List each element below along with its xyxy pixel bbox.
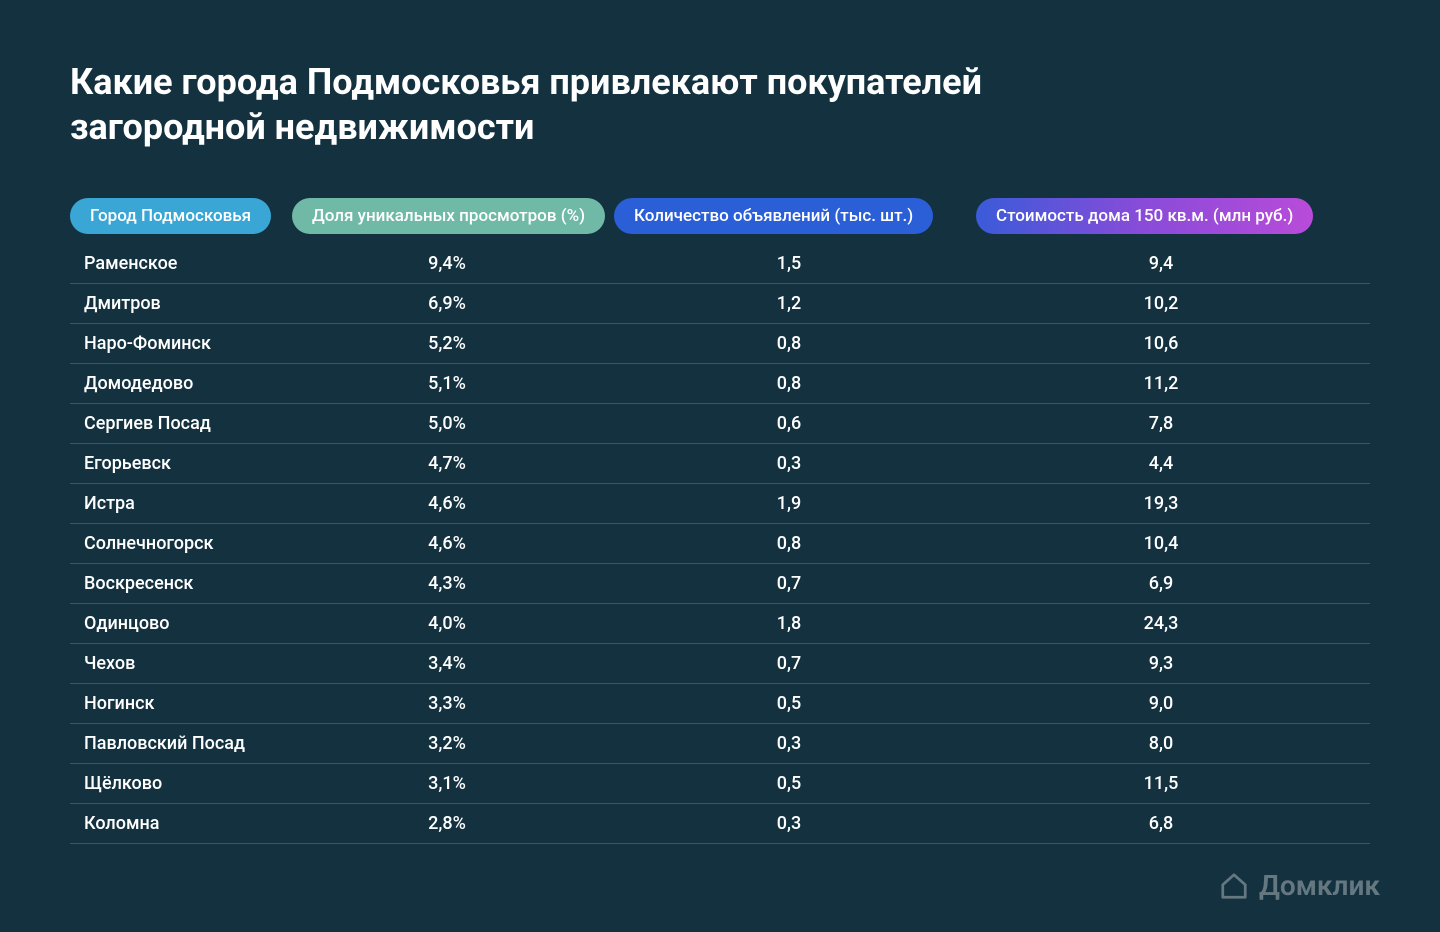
cell-price: 10,6 bbox=[976, 333, 1346, 354]
table-row: Коломна 2,8% 0,3 6,8 bbox=[70, 804, 1370, 844]
cell-views_share: 6,9% bbox=[292, 293, 602, 314]
cell-price: 10,4 bbox=[976, 533, 1346, 554]
table-row: Щёлково 3,1% 0,5 11,5 bbox=[70, 764, 1370, 804]
cell-listings: 0,5 bbox=[614, 773, 964, 794]
brand-name: Домклик bbox=[1259, 869, 1380, 902]
cell-city: Чехов bbox=[70, 653, 280, 674]
cell-listings: 0,8 bbox=[614, 333, 964, 354]
table-row: Домодедово 5,1% 0,8 11,2 bbox=[70, 364, 1370, 404]
table-row: Чехов 3,4% 0,7 9,3 bbox=[70, 644, 1370, 684]
table-row: Егорьевск 4,7% 0,3 4,4 bbox=[70, 444, 1370, 484]
cell-price: 11,2 bbox=[976, 373, 1346, 394]
cell-price: 4,4 bbox=[976, 453, 1346, 474]
cell-listings: 1,2 bbox=[614, 293, 964, 314]
cell-listings: 0,3 bbox=[614, 733, 964, 754]
cell-city: Солнечногорск bbox=[70, 533, 280, 554]
cell-price: 11,5 bbox=[976, 773, 1346, 794]
cell-views_share: 4,7% bbox=[292, 453, 602, 474]
cell-listings: 0,7 bbox=[614, 573, 964, 594]
table-row: Сергиев Посад 5,0% 0,6 7,8 bbox=[70, 404, 1370, 444]
table-row: Солнечногорск 4,6% 0,8 10,4 bbox=[70, 524, 1370, 564]
cell-price: 9,3 bbox=[976, 653, 1346, 674]
cell-price: 6,9 bbox=[976, 573, 1346, 594]
cell-city: Воскресенск bbox=[70, 573, 280, 594]
data-table: Город Подмосковья Доля уникальных просмот… bbox=[70, 198, 1370, 844]
cell-listings: 1,5 bbox=[614, 253, 964, 274]
table-row: Истра 4,6% 1,9 19,3 bbox=[70, 484, 1370, 524]
column-header-price: Стоимость дома 150 кв.м. (млн руб.) bbox=[976, 198, 1313, 234]
table-row: Павловский Посад 3,2% 0,3 8,0 bbox=[70, 724, 1370, 764]
cell-listings: 1,8 bbox=[614, 613, 964, 634]
cell-listings: 0,3 bbox=[614, 813, 964, 834]
table-row: Раменское 9,4% 1,5 9,4 bbox=[70, 244, 1370, 284]
cell-views_share: 2,8% bbox=[292, 813, 602, 834]
cell-views_share: 9,4% bbox=[292, 253, 602, 274]
cell-city: Ногинск bbox=[70, 693, 280, 714]
cell-views_share: 3,3% bbox=[292, 693, 602, 714]
table-row: Наро-Фоминск 5,2% 0,8 10,6 bbox=[70, 324, 1370, 364]
page-title: Какие города Подмосковья привлекают поку… bbox=[70, 60, 1170, 150]
cell-city: Одинцово bbox=[70, 613, 280, 634]
cell-views_share: 3,1% bbox=[292, 773, 602, 794]
cell-city: Егорьевск bbox=[70, 453, 280, 474]
cell-price: 19,3 bbox=[976, 493, 1346, 514]
cell-price: 10,2 bbox=[976, 293, 1346, 314]
cell-city: Домодедово bbox=[70, 373, 280, 394]
cell-price: 9,4 bbox=[976, 253, 1346, 274]
cell-city: Раменское bbox=[70, 253, 280, 274]
cell-views_share: 4,3% bbox=[292, 573, 602, 594]
table-row: Воскресенск 4,3% 0,7 6,9 bbox=[70, 564, 1370, 604]
cell-listings: 0,5 bbox=[614, 693, 964, 714]
cell-listings: 0,7 bbox=[614, 653, 964, 674]
cell-listings: 0,6 bbox=[614, 413, 964, 434]
cell-price: 24,3 bbox=[976, 613, 1346, 634]
cell-price: 9,0 bbox=[976, 693, 1346, 714]
cell-views_share: 4,0% bbox=[292, 613, 602, 634]
cell-views_share: 4,6% bbox=[292, 533, 602, 554]
column-header-listings: Количество объявлений (тыс. шт.) bbox=[614, 198, 933, 234]
table-header-row: Город Подмосковья Доля уникальных просмот… bbox=[70, 198, 1370, 234]
cell-city: Истра bbox=[70, 493, 280, 514]
cell-views_share: 3,2% bbox=[292, 733, 602, 754]
cell-city: Дмитров bbox=[70, 293, 280, 314]
cell-views_share: 3,4% bbox=[292, 653, 602, 674]
table-row: Дмитров 6,9% 1,2 10,2 bbox=[70, 284, 1370, 324]
cell-listings: 1,9 bbox=[614, 493, 964, 514]
cell-city: Наро-Фоминск bbox=[70, 333, 280, 354]
table-row: Одинцово 4,0% 1,8 24,3 bbox=[70, 604, 1370, 644]
cell-views_share: 5,2% bbox=[292, 333, 602, 354]
cell-city: Сергиев Посад bbox=[70, 413, 280, 434]
column-header-city: Город Подмосковья bbox=[70, 198, 271, 234]
cell-city: Павловский Посад bbox=[70, 733, 280, 754]
table-row: Ногинск 3,3% 0,5 9,0 bbox=[70, 684, 1370, 724]
column-header-views_share: Доля уникальных просмотров (%) bbox=[292, 198, 605, 234]
brand-logo: Домклик bbox=[1219, 869, 1380, 902]
cell-price: 7,8 bbox=[976, 413, 1346, 434]
cell-views_share: 4,6% bbox=[292, 493, 602, 514]
cell-views_share: 5,0% bbox=[292, 413, 602, 434]
cell-views_share: 5,1% bbox=[292, 373, 602, 394]
table-body: Раменское 9,4% 1,5 9,4 Дмитров 6,9% 1,2 10,2 Нар… bbox=[70, 244, 1370, 844]
cell-city: Коломна bbox=[70, 813, 280, 834]
cell-listings: 0,8 bbox=[614, 533, 964, 554]
cell-listings: 0,8 bbox=[614, 373, 964, 394]
cell-city: Щёлково bbox=[70, 773, 280, 794]
cell-price: 6,8 bbox=[976, 813, 1346, 834]
cell-price: 8,0 bbox=[976, 733, 1346, 754]
house-icon bbox=[1219, 871, 1249, 901]
cell-listings: 0,3 bbox=[614, 453, 964, 474]
